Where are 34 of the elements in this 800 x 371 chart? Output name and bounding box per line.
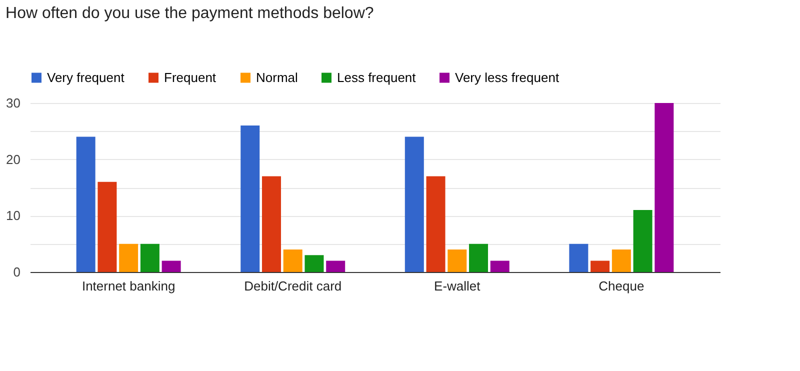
bar: [612, 249, 631, 272]
bar: [240, 126, 260, 272]
legend-label: Frequent: [164, 70, 216, 85]
bar: [162, 260, 181, 272]
x-tick-label: E-wallet: [434, 278, 481, 294]
bar: [119, 244, 138, 272]
bar: [326, 260, 346, 272]
bar: [283, 249, 302, 272]
bar: [469, 244, 488, 272]
legend-label: Normal: [256, 70, 298, 85]
bar: [404, 136, 424, 272]
bar: [590, 260, 610, 272]
x-tick-label: Internet banking: [82, 278, 176, 294]
chart-title: How often do you use the payment methods below?: [6, 5, 374, 22]
bar: [490, 260, 510, 272]
y-tick-label: 30: [6, 96, 20, 110]
y-tick-label: 20: [6, 152, 20, 167]
y-tick-label: 0: [13, 264, 20, 280]
bar: [654, 103, 674, 272]
y-tick-label: 10: [6, 208, 20, 224]
legend-label: Very less frequent: [455, 70, 560, 85]
bar: [633, 210, 652, 272]
bar: [569, 244, 588, 272]
bar: [76, 136, 96, 272]
bar: [304, 255, 324, 272]
bar: [426, 176, 446, 272]
bar: [448, 249, 467, 272]
x-tick-label: Debit/Credit card: [244, 278, 342, 294]
bar: [140, 244, 160, 272]
legend-label: Less frequent: [337, 70, 416, 85]
bar: [98, 182, 117, 272]
x-tick-label: Cheque: [598, 278, 644, 294]
legend-label: Very frequent: [47, 70, 125, 85]
bar: [262, 176, 281, 272]
